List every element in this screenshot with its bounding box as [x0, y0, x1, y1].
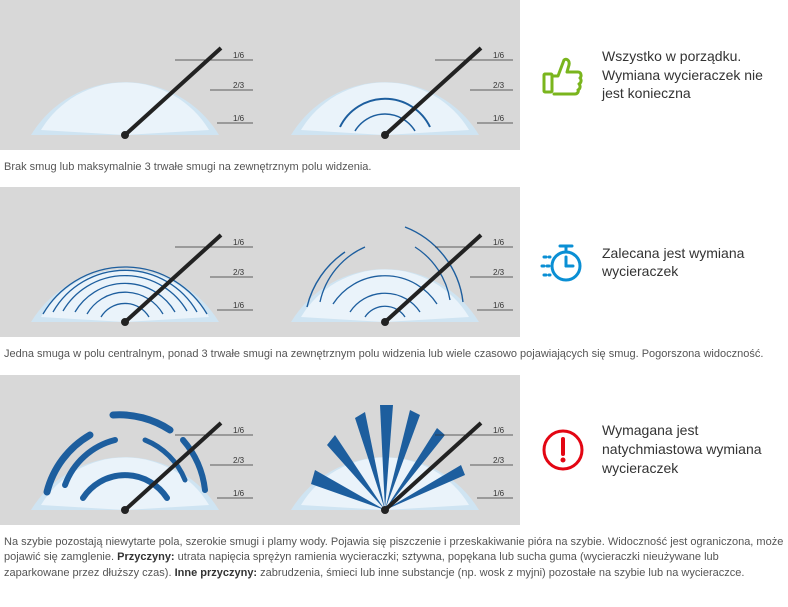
wiper-fan-svg: 1/6 2/3 1/6 — [265, 5, 515, 145]
wiper-fan-svg: 1/6 2/3 1/6 — [265, 380, 515, 520]
caption-bad: Na szybie pozostają niewytarte pola, sze… — [0, 531, 788, 593]
wiper-fan-svg: 1/6 2/3 1/6 — [5, 5, 255, 145]
status-text: Zalecana jest wymiana wycieraczek — [602, 244, 768, 282]
guide-label: 2/3 — [233, 81, 245, 90]
diagram-warn-left: 1/6 2/3 1/6 — [0, 187, 260, 337]
guide-label: 1/6 — [233, 489, 245, 498]
diagram-warn-right: 1/6 2/3 1/6 — [260, 187, 520, 337]
guide-label: 2/3 — [233, 268, 245, 277]
stopwatch-icon — [540, 239, 586, 285]
alert-icon — [540, 427, 586, 473]
guide-label: 1/6 — [493, 489, 505, 498]
guide-label: 1/6 — [233, 238, 245, 247]
wiper-fan-svg: 1/6 2/3 1/6 — [265, 192, 515, 332]
guide-label: 1/6 — [493, 426, 505, 435]
guide-label: 1/6 — [493, 114, 505, 123]
guide-label: 2/3 — [493, 268, 505, 277]
guide-label: 1/6 — [493, 301, 505, 310]
thumbs-up-icon — [540, 52, 586, 98]
guide-label: 1/6 — [233, 301, 245, 310]
wiper-fan-svg: 1/6 2/3 1/6 — [5, 380, 255, 520]
row-ok: 1/6 2/3 1/6 1/6 2/3 1/6 — [0, 0, 788, 150]
diagram-ok-left: 1/6 2/3 1/6 — [0, 0, 260, 150]
caption-ok: Brak smug lub maksymalnie 3 trwałe smugi… — [0, 156, 788, 187]
diagram-ok-right: 1/6 2/3 1/6 — [260, 0, 520, 150]
wiper-fan-svg: 1/6 2/3 1/6 — [5, 192, 255, 332]
guide-label: 1/6 — [233, 114, 245, 123]
caption-warn: Jedna smuga w polu centralnym, ponad 3 t… — [0, 343, 788, 374]
guide-label: 2/3 — [493, 81, 505, 90]
diagram-bad-left: 1/6 2/3 1/6 — [0, 375, 260, 525]
guide-label: 1/6 — [233, 51, 245, 60]
guide-label: 2/3 — [493, 456, 505, 465]
status-bad: Wymagana jest natychmiastowa wymiana wyc… — [520, 375, 788, 525]
guide-label: 1/6 — [493, 51, 505, 60]
status-ok: Wszystko w porządku. Wymiana wycieraczek… — [520, 0, 788, 150]
status-text: Wymagana jest natychmiastowa wymiana wyc… — [602, 421, 768, 478]
diagram-bad-right: 1/6 2/3 1/6 — [260, 375, 520, 525]
row-warn: 1/6 2/3 1/6 1/6 2/3 1/6 — [0, 187, 788, 337]
guide-label: 1/6 — [233, 426, 245, 435]
guide-label: 2/3 — [233, 456, 245, 465]
row-bad: 1/6 2/3 1/6 1/6 2/3 1/6 — [0, 375, 788, 525]
guide-label: 1/6 — [493, 238, 505, 247]
status-text: Wszystko w porządku. Wymiana wycieraczek… — [602, 47, 768, 104]
status-warn: Zalecana jest wymiana wycieraczek — [520, 187, 788, 337]
